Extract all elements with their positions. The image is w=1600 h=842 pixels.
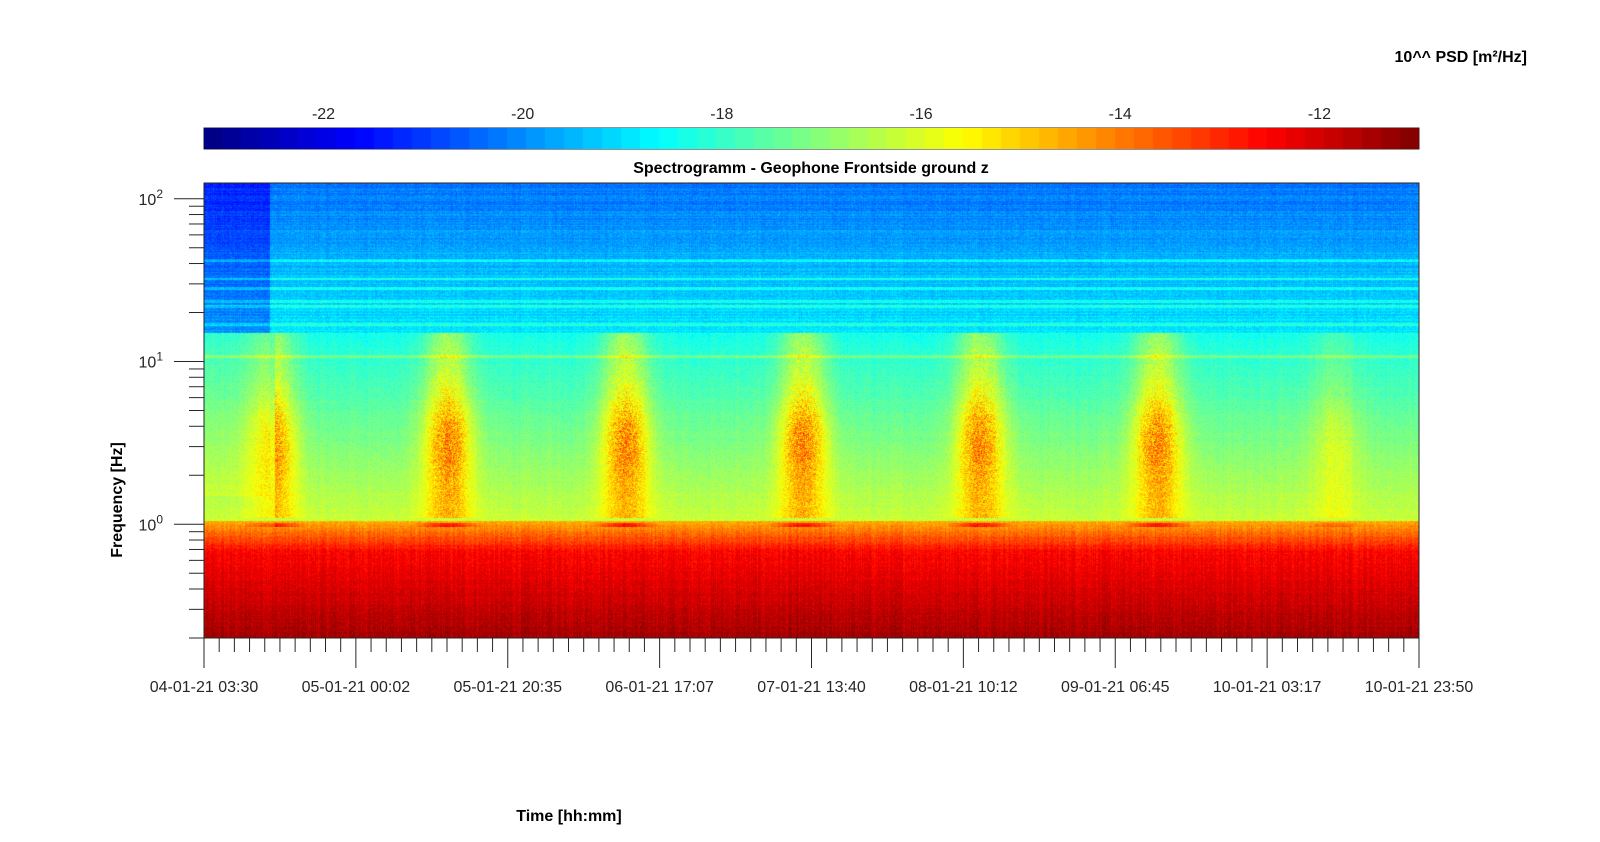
colorbar-tick-label: -18 (710, 106, 733, 123)
spectrogram-image (204, 183, 1419, 638)
colorbar-label: 10^^ PSD [m²/Hz] (1395, 49, 1527, 66)
colorbar-tick-label: -16 (909, 106, 932, 123)
colorbar-tick-label: -12 (1308, 106, 1331, 123)
x-tick-label: 10-01-21 23:50 (1365, 679, 1474, 696)
y-axis-label: Frequency [Hz] (109, 442, 126, 558)
x-tick-label: 07-01-21 13:40 (757, 679, 866, 696)
colorbar-tick-label: -20 (511, 106, 534, 123)
x-axis-label: Time [hh:mm] (516, 808, 621, 825)
x-tick-label: 04-01-21 03:30 (150, 679, 259, 696)
chart-title: Spectrogramm - Geophone Frontside ground… (633, 160, 989, 177)
x-tick-label: 05-01-21 20:35 (453, 679, 562, 696)
x-tick-label: 05-01-21 00:02 (302, 679, 411, 696)
x-tick-label: 08-01-21 10:12 (909, 679, 1018, 696)
y-tick-label: 102 (139, 187, 164, 209)
y-tick-label: 100 (139, 512, 164, 534)
colorbar-tick-label: -22 (312, 106, 335, 123)
y-axis-ticks: 100 101 102 (139, 187, 204, 639)
x-tick-label: 10-01-21 03:17 (1213, 679, 1322, 696)
y-tick-label: 101 (139, 350, 164, 372)
x-tick-label: 06-01-21 17:07 (605, 679, 714, 696)
x-axis-ticks: 04-01-21 03:30 05-01-21 00:02 05-01-21 20:… (150, 638, 1474, 696)
colorbar-tick-label: -14 (1109, 106, 1132, 123)
x-tick-label: 09-01-21 06:45 (1061, 679, 1170, 696)
colorbar-gradient (204, 128, 1419, 149)
